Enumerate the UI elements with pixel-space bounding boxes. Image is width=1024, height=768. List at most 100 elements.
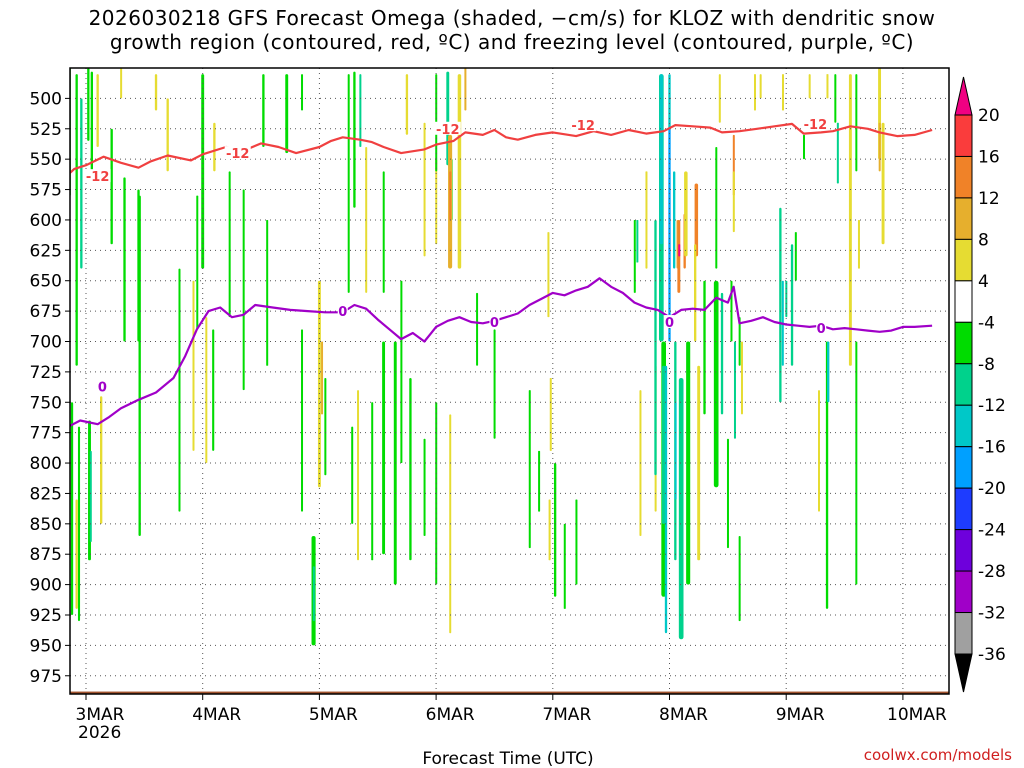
omega-cell — [464, 68, 467, 111]
y-tick-label: 825 — [30, 484, 62, 504]
omega-cell — [75, 74, 78, 366]
omega-cell — [120, 68, 123, 99]
omega-cell — [138, 195, 141, 536]
omega-cell — [673, 171, 676, 269]
colorbar-label: -16 — [978, 438, 1006, 458]
omega-cell — [826, 74, 829, 99]
omega-cell — [90, 71, 94, 172]
plot-area — [65, 68, 949, 694]
omega-cell — [684, 171, 688, 257]
contour-label: 0 — [665, 316, 674, 331]
contour-label-bg — [434, 121, 461, 135]
y-tick-label: 700 — [30, 332, 62, 352]
dendritic-growth-contour — [70, 122, 933, 175]
omega-cell — [228, 171, 231, 318]
freezing-level-contour — [70, 277, 933, 428]
omega-cell — [575, 499, 578, 585]
omega-cell — [740, 341, 743, 415]
omega-cell — [65, 433, 67, 530]
plot-frame — [69, 67, 950, 695]
omega-cell — [738, 317, 741, 366]
omega-cell — [192, 280, 195, 451]
contour-label-bg — [570, 118, 597, 132]
colorbar-bin — [954, 612, 973, 655]
omega-cell — [285, 74, 289, 154]
omega-cell — [166, 98, 169, 172]
omega-cell — [100, 396, 103, 524]
x-tick-label: 9MAR — [776, 705, 825, 725]
colorbar-label: -4 — [978, 313, 995, 333]
omega-cell — [317, 280, 321, 488]
colorbar-label: -28 — [978, 562, 1006, 582]
omega-cell — [803, 134, 806, 160]
omega-cell — [661, 365, 666, 524]
omega-cell — [713, 280, 719, 488]
y-tick-label: 775 — [30, 424, 62, 444]
y-tick-label: 525 — [30, 120, 62, 140]
omega-cell — [423, 438, 426, 536]
omega-cell — [825, 341, 829, 609]
y-tick-label: 925 — [30, 606, 62, 626]
x-year-label: 2026 — [78, 723, 121, 743]
contour-label: 0 — [817, 322, 826, 337]
colorbar-label: 4 — [978, 272, 989, 292]
omega-cell — [878, 122, 881, 172]
omega-cell — [726, 438, 729, 549]
omega-cell — [96, 74, 99, 148]
omega-cell — [347, 74, 350, 293]
omega-cell — [703, 280, 706, 415]
omega-cell — [645, 171, 648, 269]
omega-cell — [65, 74, 67, 220]
omega-cell — [382, 171, 385, 293]
y-tick-label: 725 — [30, 363, 62, 383]
omega-cell — [733, 341, 736, 439]
omega-cell — [423, 122, 426, 257]
omega-cell — [668, 128, 671, 342]
omega-cell — [633, 219, 636, 293]
y-tick-label: 950 — [30, 636, 62, 656]
omega-cell — [371, 402, 374, 561]
omega-cell — [781, 74, 784, 111]
colorbar-bin — [954, 487, 973, 531]
contour-label: -12 — [86, 170, 110, 185]
omega-cell — [779, 207, 782, 403]
omega-cell — [855, 74, 858, 172]
x-tick-label: 8MAR — [659, 705, 708, 725]
y-tick-label: 675 — [30, 302, 62, 322]
omega-cell — [548, 499, 551, 561]
omega-cell — [110, 128, 113, 245]
omega-cell — [674, 402, 677, 500]
omega-cell — [476, 292, 479, 366]
omega-cell — [321, 341, 324, 415]
omega-cell — [301, 74, 304, 111]
x-axis-title: Forecast Time (UTC) — [422, 749, 593, 768]
colorbar-label: 12 — [978, 189, 1000, 209]
y-tick-label: 800 — [30, 454, 62, 474]
omega-cell — [759, 74, 762, 99]
omega-cell — [715, 147, 718, 269]
contour-lines: -12 -12 -12 -12 -12 0 0 0 0 0 — [70, 116, 933, 428]
omega-cell — [123, 177, 126, 342]
y-tick-label: 600 — [30, 211, 62, 231]
omega-cell — [827, 341, 830, 403]
contour-label-bg — [802, 116, 829, 130]
omega-cell — [301, 329, 304, 512]
omega-cell — [242, 189, 245, 391]
omega-cell — [857, 219, 860, 269]
contour-label-bg — [224, 146, 251, 160]
omega-cell — [678, 377, 684, 640]
omega-cell — [547, 232, 550, 318]
omega-cell — [668, 74, 671, 129]
omega-cell — [196, 195, 199, 330]
contour-label-bg — [664, 315, 675, 329]
omega-cell — [563, 523, 566, 609]
omega-cell — [457, 74, 462, 269]
x-tick-label: 5MAR — [309, 705, 358, 725]
colorbar-label: -24 — [978, 521, 1006, 541]
x-tick-label: 6MAR — [426, 705, 475, 725]
y-tick-label: 750 — [30, 393, 62, 413]
colorbar-top-arrow — [954, 76, 973, 116]
colorbar-bin — [954, 446, 973, 489]
omega-cell — [80, 98, 83, 269]
